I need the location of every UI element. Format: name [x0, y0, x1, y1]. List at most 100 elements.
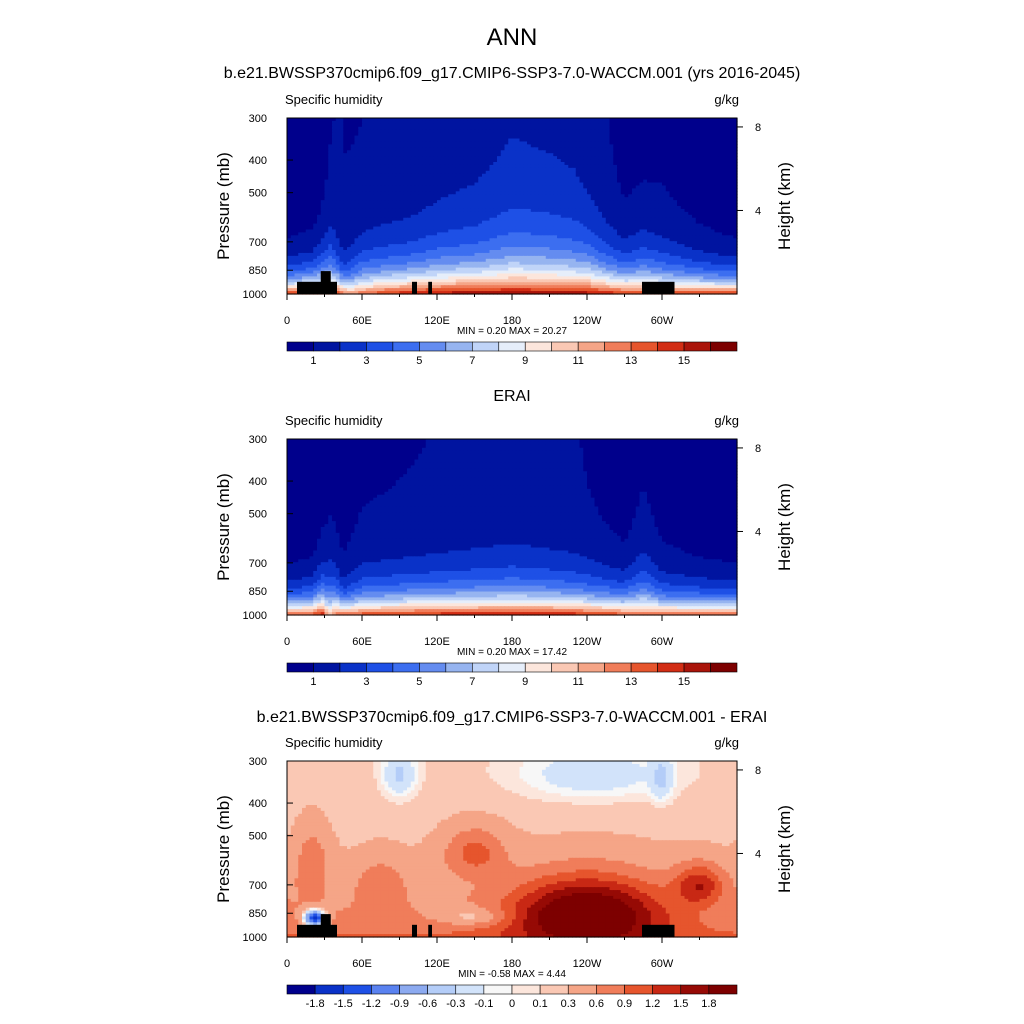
- contour-cell: [527, 118, 532, 122]
- contour-cell: [294, 118, 299, 122]
- contour-cell: [433, 147, 438, 151]
- contour-cell: [384, 159, 389, 163]
- contour-cell: [508, 126, 513, 131]
- contour-cell: [512, 156, 517, 160]
- contour-cell: [673, 129, 678, 134]
- contour-cell: [564, 138, 569, 143]
- contour-cell: [350, 126, 356, 131]
- contour-cell: [470, 150, 476, 154]
- contour-cell: [624, 138, 629, 143]
- contour-cell: [440, 150, 446, 154]
- contour-cell: [575, 129, 581, 134]
- contour-cell: [527, 162, 532, 166]
- contour-cell: [493, 138, 498, 143]
- contour-cell: [707, 126, 712, 131]
- contour-cell: [587, 144, 592, 148]
- contour-cell: [467, 138, 472, 143]
- contour-cell: [332, 153, 337, 157]
- contour-cell: [620, 126, 626, 131]
- contour-cell: [298, 120, 303, 125]
- contour-cell: [350, 150, 356, 154]
- contour-cell: [500, 150, 506, 154]
- contour-cell: [519, 132, 524, 137]
- contour-cell: [362, 126, 367, 131]
- contour-cell: [632, 129, 637, 134]
- contour-cell: [373, 126, 378, 131]
- contour-cell: [519, 138, 524, 143]
- contour-cell: [459, 141, 464, 145]
- contour-cell: [373, 141, 378, 145]
- contour-cell: [643, 135, 648, 140]
- contour-cell: [598, 156, 603, 160]
- contour-cell: [684, 141, 689, 145]
- contour-cell: [605, 129, 611, 134]
- contour-cell: [343, 147, 348, 151]
- contour-cell: [448, 135, 453, 140]
- contour-cell: [564, 164, 569, 169]
- contour-cell: [624, 150, 629, 154]
- contour-cell: [673, 120, 678, 125]
- contour-cell: [294, 167, 299, 172]
- contour-cell: [380, 167, 386, 172]
- contour-cell: [429, 138, 434, 143]
- contour-cell: [399, 123, 404, 128]
- contour-cell: [294, 147, 299, 151]
- contour-cell: [482, 159, 487, 163]
- units-label: g/kg: [714, 92, 739, 107]
- contour-cell: [572, 123, 577, 128]
- contour-cell: [403, 159, 408, 163]
- contour-cell: [459, 159, 464, 163]
- contour-cell: [710, 123, 716, 128]
- contour-cell: [680, 159, 686, 163]
- contour-cell: [504, 129, 509, 134]
- contour-cell: [523, 159, 528, 163]
- contour-cell: [695, 123, 701, 128]
- contour-cell: [594, 129, 599, 134]
- contour-cell: [575, 138, 581, 143]
- contour-cell: [392, 156, 397, 160]
- contour-cell: [399, 141, 404, 145]
- contour-cell: [362, 132, 367, 137]
- contour-cell: [583, 120, 588, 125]
- contour-cell: [534, 144, 539, 148]
- contour-cell: [290, 162, 296, 166]
- contour-cell: [298, 141, 303, 145]
- contour-cell: [444, 150, 449, 154]
- contour-cell: [707, 162, 712, 166]
- contour-cell: [463, 164, 468, 169]
- contour-cell: [609, 150, 614, 154]
- contour-cell: [418, 132, 423, 137]
- contour-cell: [365, 150, 371, 154]
- contour-cell: [718, 126, 723, 131]
- contour-cell: [718, 162, 723, 166]
- contour-cell: [354, 138, 359, 143]
- contour-cell: [680, 129, 686, 134]
- contour-cell: [725, 118, 731, 122]
- contour-cell: [710, 144, 716, 148]
- contour-cell: [290, 144, 296, 148]
- contour-cell: [534, 156, 539, 160]
- contour-cell: [403, 156, 408, 160]
- contour-cell: [377, 147, 382, 151]
- contour-cell: [553, 126, 558, 131]
- contour-cell: [542, 126, 547, 131]
- contour-cell: [448, 138, 453, 143]
- contour-cell: [497, 164, 502, 169]
- contour-cell: [628, 118, 633, 122]
- contour-cell: [328, 147, 333, 151]
- contour-cell: [707, 144, 712, 148]
- contour-cell: [380, 129, 386, 134]
- contour-cell: [632, 159, 637, 163]
- contour-cell: [538, 118, 543, 122]
- contour-cell: [650, 162, 656, 166]
- contour-cell: [542, 159, 547, 163]
- contour-cell: [437, 129, 442, 134]
- contour-cell: [365, 144, 371, 148]
- contour-cell: [639, 159, 644, 163]
- contour-cell: [489, 153, 494, 157]
- contour-cell: [658, 118, 663, 122]
- contour-cell: [538, 135, 543, 140]
- contour-cell: [590, 153, 596, 157]
- contour-cell: [384, 123, 389, 128]
- contour-cell: [482, 167, 487, 172]
